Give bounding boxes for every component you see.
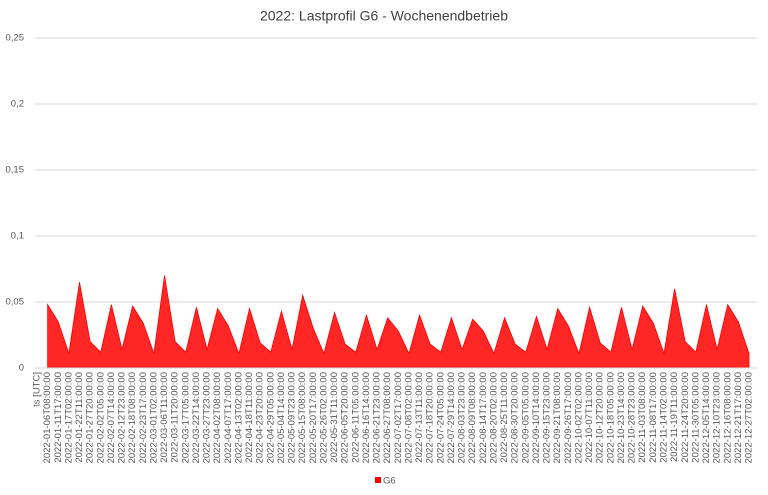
x-tick-label: 2022-10-18T05:00:00: [605, 372, 616, 463]
x-tick-label: 2022-09-10T14:00:00: [531, 372, 542, 463]
x-tick-label: 2022-12-27T02:00:00: [744, 372, 755, 463]
x-tick-label: 2022-11-03T08:00:00: [637, 372, 648, 463]
x-tick-label: 2022-12-21T17:00:00: [733, 372, 744, 463]
x-tick-label: 2022-05-20T17:00:00: [308, 372, 319, 463]
x-tick-label: 2022-05-04T14:00:00: [276, 372, 287, 463]
x-tick-label: 2022-02-23T17:00:00: [138, 372, 149, 463]
area: [47, 275, 750, 369]
x-tick-label: 2022-02-07T14:00:00: [106, 372, 117, 463]
x-tick-label: 2022-10-02T02:00:00: [573, 372, 584, 463]
x-tick-label: 2022-12-16T08:00:00: [722, 372, 733, 463]
x-tick-label: 2022-07-29T14:00:00: [446, 372, 457, 463]
x-tick-label: 2022-06-21T23:00:00: [372, 372, 383, 463]
x-tick-label: 2022-01-11T17:00:00: [53, 372, 64, 463]
x-tick-label: 2022-12-05T14:00:00: [701, 372, 712, 463]
y-tick-label: 0,15: [6, 165, 25, 176]
x-tick-label: 2022-05-09T23:00:00: [287, 372, 298, 463]
x-tick-label: 2022-08-25T11:00:00: [499, 372, 510, 463]
x-tick-label: 2022-11-14T02:00:00: [659, 372, 670, 463]
x-tick-label: 2022-05-15T08:00:00: [297, 372, 308, 463]
y-tick-label: 0,25: [6, 33, 25, 44]
y-tick-label: 0: [19, 363, 24, 374]
x-tick-label: 2022-03-06T11:00:00: [159, 372, 170, 463]
x-tick-label: 2022-02-12T23:00:00: [117, 372, 128, 463]
x-tick-label: 2022-01-06T08:00:00: [42, 372, 53, 463]
x-tick-label: 2022-06-05T20:00:00: [340, 372, 351, 463]
x-tick-label: 2022-02-02T05:00:00: [95, 372, 106, 463]
x-tick-label: 2022-08-14T17:00:00: [478, 372, 489, 463]
x-tick-label: 2022-10-23T14:00:00: [616, 372, 627, 463]
x-tick-label: 2022-07-02T17:00:00: [393, 372, 404, 463]
x-tick-label: 2022-04-29T05:00:00: [265, 372, 276, 463]
x-tick-label: ts [UTC]: [32, 372, 43, 407]
x-tick-label: 2022-03-01T02:00:00: [148, 372, 159, 463]
x-tick-label: 2022-08-03T23:00:00: [457, 372, 468, 463]
x-tick-label: 2022-09-15T23:00:00: [542, 372, 553, 463]
x-tick-label: 2022-07-13T11:00:00: [414, 372, 425, 463]
x-tick-label: 2022-09-26T17:00:00: [563, 372, 574, 463]
x-tick-label: 2022-04-18T11:00:00: [244, 372, 255, 463]
x-tick-label: 2022-03-27T23:00:00: [202, 372, 213, 463]
x-tick-label: 2022-05-31T11:00:00: [329, 372, 340, 463]
y-tick-label: 0,2: [11, 99, 24, 110]
x-tick-label: 2022-03-17T05:00:00: [180, 372, 191, 463]
x-tick-label: 2022-01-22T11:00:00: [74, 372, 85, 463]
x-tick-label: 2022-09-21T08:00:00: [552, 372, 563, 463]
x-tick-label: 2022-07-18T20:00:00: [425, 372, 436, 463]
x-tick-label: 2022-10-12T20:00:00: [595, 372, 606, 463]
legend-swatch: [375, 477, 381, 483]
x-tick-label: 2022-04-02T08:00:00: [212, 372, 223, 463]
x-tick-label: 2022-06-11T05:00:00: [350, 372, 361, 463]
x-tick-label: 2022-10-07T11:00:00: [584, 372, 595, 463]
x-tick-label: 2022-08-20T02:00:00: [488, 372, 499, 463]
x-tick-label: 2022-07-24T05:00:00: [435, 372, 446, 463]
x-tick-label: 2022-05-26T02:00:00: [318, 372, 329, 463]
x-tick-label: 2022-11-30T05:00:00: [690, 372, 701, 463]
x-tick-label: 2022-08-30T20:00:00: [510, 372, 521, 463]
x-tick-label: 2022-06-16T14:00:00: [361, 372, 372, 463]
x-tick-label: 2022-10-28T23:00:00: [627, 372, 638, 463]
x-tick-label: 2022-07-08T02:00:00: [403, 372, 414, 463]
x-tick-label: 2022-02-18T08:00:00: [127, 372, 138, 463]
y-tick-label: 0,1: [11, 231, 24, 242]
x-tick-label: 2022-11-08T17:00:00: [648, 372, 659, 463]
x-tick-label: 2022-01-27T20:00:00: [85, 372, 96, 463]
x-tick-label: 2022-08-09T08:00:00: [467, 372, 478, 463]
x-tick-label: 2022-04-23T20:00:00: [255, 372, 266, 463]
x-tick-label: 2022-12-10T23:00:00: [712, 372, 723, 463]
x-tick-label: 2022-09-05T05:00:00: [520, 372, 531, 463]
x-tick-label: 2022-01-17T02:00:00: [63, 372, 74, 463]
x-tick-label: 2022-06-27T08:00:00: [382, 372, 393, 463]
x-tick-label: 2022-03-11T20:00:00: [170, 372, 181, 463]
chart-title: 2022: Lastprofil G6 - Wochenendbetrieb: [260, 8, 508, 24]
legend-label: G6: [383, 476, 396, 487]
x-tick-label: 2022-11-24T20:00:00: [680, 372, 691, 463]
x-tick-label: 2022-04-07T17:00:00: [223, 372, 234, 463]
y-tick-label: 0,05: [6, 297, 25, 308]
x-tick-label: 2022-11-19T11:00:00: [669, 372, 680, 462]
x-tick-label: 2022-04-13T02:00:00: [233, 372, 244, 463]
x-tick-label: 2022-03-22T14:00:00: [191, 372, 202, 463]
